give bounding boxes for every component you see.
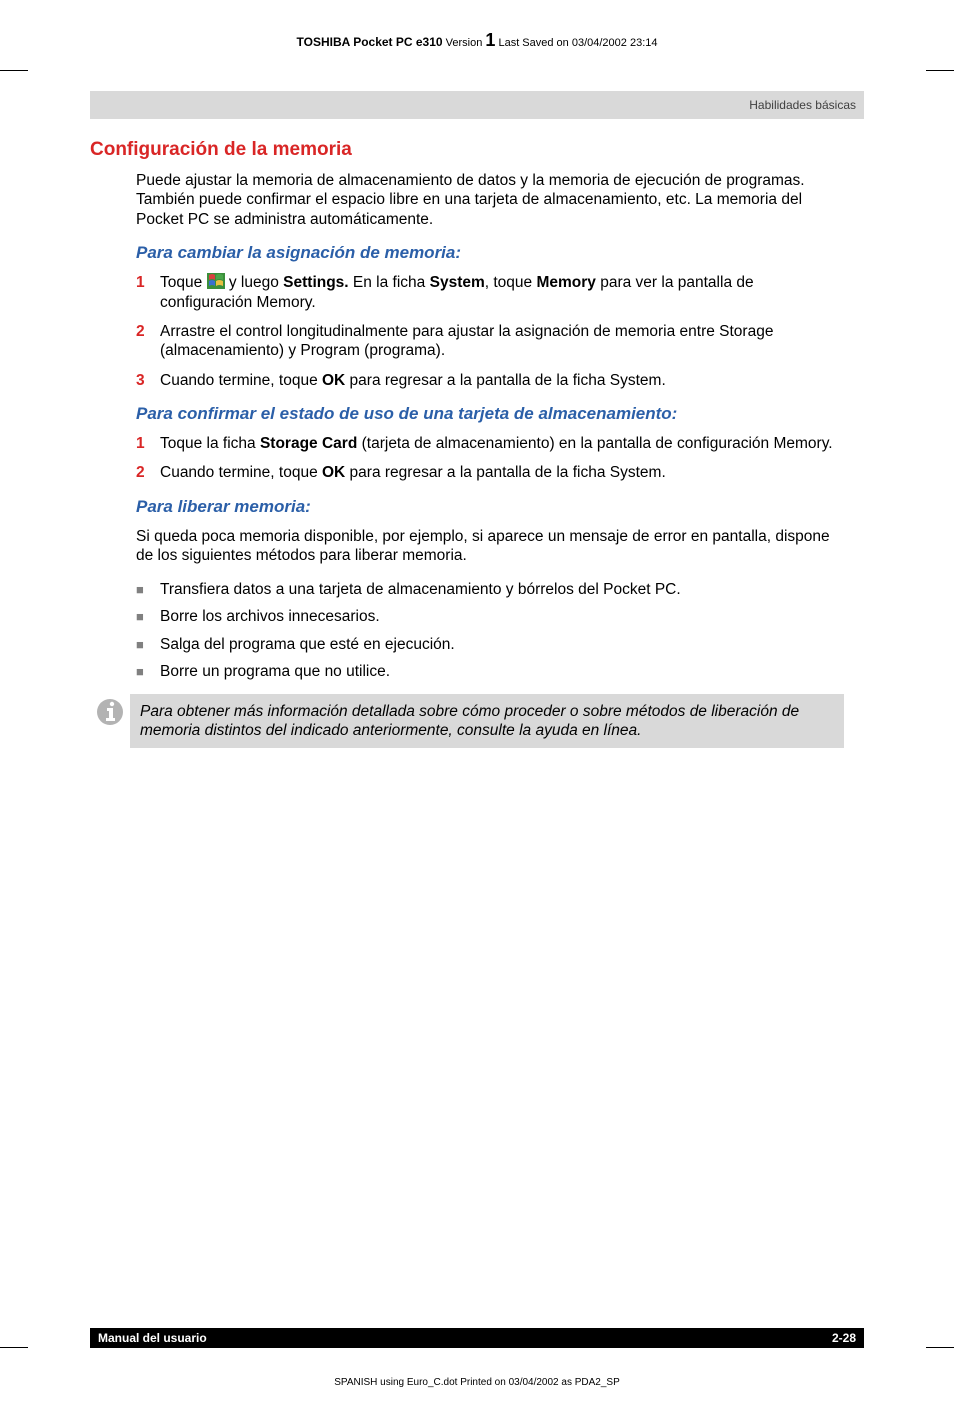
bullet-list: ■Transfiera datos a una tarjeta de almac…	[136, 580, 844, 682]
bullet-text: Borre un programa que no utilice.	[160, 662, 390, 682]
footer-left: Manual del usuario	[98, 1331, 207, 1345]
list-item: 1 Toque la ficha Storage Card (tarjeta d…	[136, 434, 844, 453]
crop-mark	[0, 1347, 28, 1348]
step-text: Cuando termine, toque OK para regresar a…	[160, 463, 844, 482]
section-label: Habilidades básicas	[749, 98, 856, 112]
step-number: 3	[136, 371, 160, 390]
subheading-3: Para liberar memoria:	[136, 497, 844, 517]
windows-start-icon	[207, 273, 225, 289]
sub3-intro: Si queda poca memoria disponible, por ej…	[136, 527, 844, 566]
info-note-text: Para obtener más información detallada s…	[130, 694, 844, 749]
version-number: 1	[485, 30, 495, 50]
bullet-text: Borre los archivos innecesarios.	[160, 607, 380, 627]
info-note-row: Para obtener más información detallada s…	[90, 694, 844, 749]
crop-mark	[0, 70, 28, 71]
bullet-text: Transfiera datos a una tarjeta de almace…	[160, 580, 681, 600]
list-item: 3 Cuando termine, toque OK para regresar…	[136, 371, 844, 390]
list-item: ■Salga del programa que esté en ejecució…	[136, 635, 844, 655]
step-text: Arrastre el control longitudinalmente pa…	[160, 322, 844, 361]
list-item: ■Borre un programa que no utilice.	[136, 662, 844, 682]
bullet-text: Salga del programa que esté en ejecución…	[160, 635, 455, 655]
crop-mark	[926, 1347, 954, 1348]
list-item: 1 Toque y luego Settings. En la ficha Sy…	[136, 273, 844, 312]
list-item: 2 Cuando termine, toque OK para regresar…	[136, 463, 844, 482]
section-bar: Habilidades básicas	[90, 91, 864, 119]
bullet-icon: ■	[136, 580, 160, 600]
page-footer: Manual del usuario 2-28	[90, 1328, 864, 1348]
intro-paragraph: Puede ajustar la memoria de almacenamien…	[136, 171, 844, 229]
step-text: Toque la ficha Storage Card (tarjeta de …	[160, 434, 844, 453]
step-number: 2	[136, 463, 160, 482]
footer-bar: Manual del usuario 2-28	[90, 1328, 864, 1348]
page-header: TOSHIBA Pocket PC e310 Version 1 Last Sa…	[90, 30, 864, 51]
version-label: Version	[443, 37, 486, 49]
crop-mark	[926, 70, 954, 71]
bullet-icon: ■	[136, 635, 160, 655]
bullet-icon: ■	[136, 662, 160, 682]
saved-timestamp: Last Saved on 03/04/2002 23:14	[495, 37, 657, 49]
numbered-list-2: 1 Toque la ficha Storage Card (tarjeta d…	[136, 434, 844, 483]
step-text: Cuando termine, toque OK para regresar a…	[160, 371, 844, 390]
print-info: SPANISH using Euro_C.dot Printed on 03/0…	[0, 1377, 954, 1388]
numbered-list-1: 1 Toque y luego Settings. En la ficha Sy…	[136, 273, 844, 390]
step-number: 1	[136, 434, 160, 453]
step-text: Toque y luego Settings. En la ficha Syst…	[160, 273, 844, 312]
subheading-2: Para confirmar el estado de uso de una t…	[136, 404, 844, 424]
main-heading: Configuración de la memoria	[90, 139, 844, 161]
info-icon	[90, 694, 130, 726]
step-number: 2	[136, 322, 160, 361]
list-item: ■Transfiera datos a una tarjeta de almac…	[136, 580, 844, 600]
page-number: 2-28	[832, 1331, 856, 1345]
step-number: 1	[136, 273, 160, 312]
bullet-icon: ■	[136, 607, 160, 627]
subheading-1: Para cambiar la asignación de memoria:	[136, 243, 844, 263]
product-name: TOSHIBA Pocket PC e310	[297, 35, 443, 49]
list-item: ■Borre los archivos innecesarios.	[136, 607, 844, 627]
list-item: 2 Arrastre el control longitudinalmente …	[136, 322, 844, 361]
